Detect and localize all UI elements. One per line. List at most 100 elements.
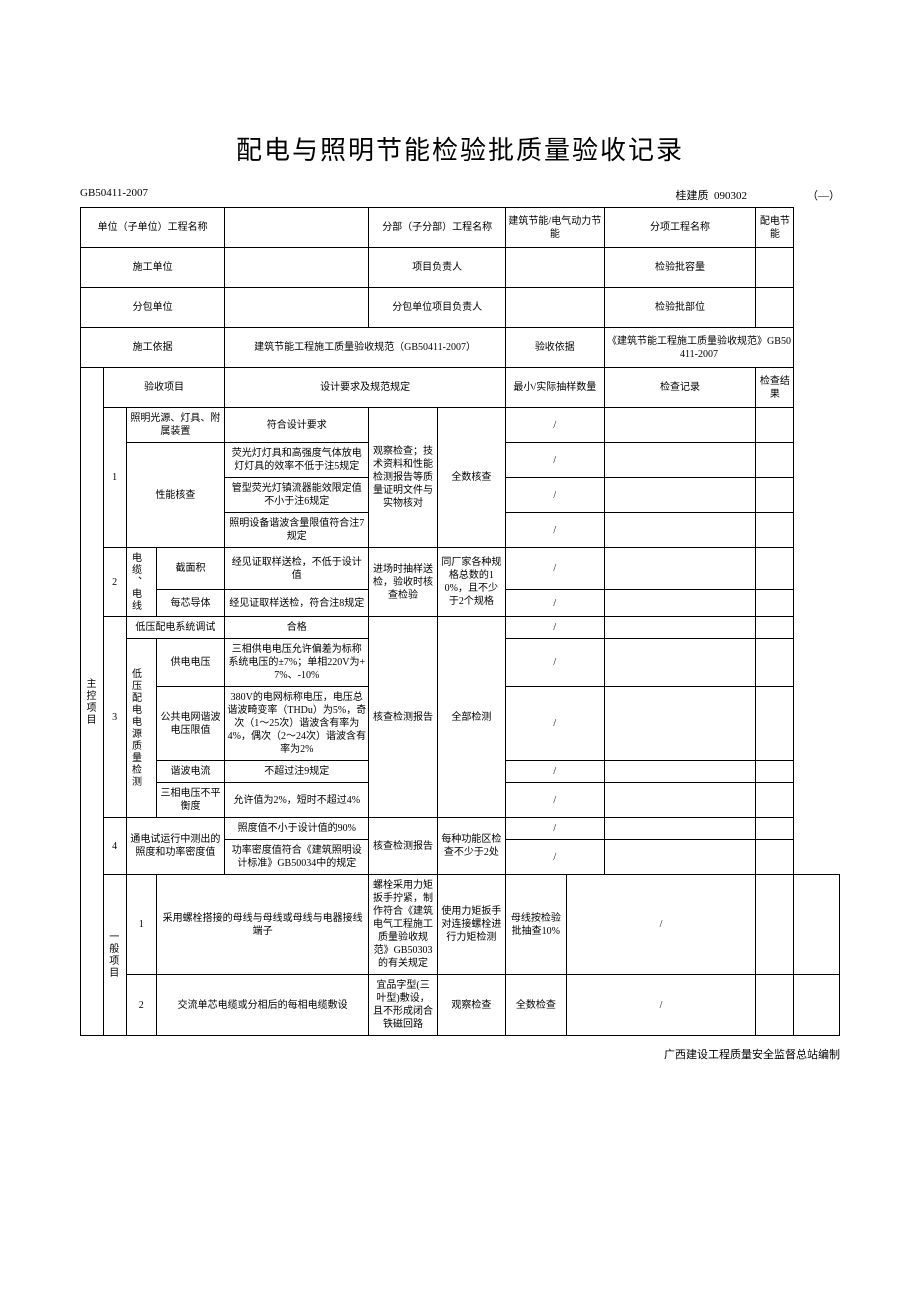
form-code-label: 桂建质 [676, 190, 709, 202]
hdr-subitem-label: 分项工程名称 [604, 208, 756, 248]
row-record [604, 590, 756, 617]
hdr-batch-loc-label: 检验批部位 [604, 288, 756, 328]
row-num: 3 [103, 617, 126, 818]
row-sample: 每种功能区检查不少于2处 [437, 818, 505, 875]
row-result [794, 875, 840, 975]
hdr-accept-basis-label: 验收依据 [505, 328, 604, 368]
footer-text: 广西建设工程质量安全监督总站编制 [60, 1046, 840, 1062]
row-item: 供电电压 [156, 639, 224, 687]
row-slash: / [505, 687, 604, 761]
row-slash: / [566, 875, 756, 975]
row-item: 截面积 [156, 548, 224, 590]
row-record [604, 783, 756, 818]
row-item: 通电试运行中测出的照度和功率密度值 [126, 818, 225, 875]
row-method: 进场时抽样送检，验收时核查检验 [369, 548, 437, 617]
row-req: 经见证取样送检，符合注8规定 [225, 590, 369, 617]
row-slash: / [505, 590, 604, 617]
hdr-sub-pm-val [505, 288, 604, 328]
row-slash: / [505, 478, 604, 513]
row-record [756, 875, 794, 975]
hdr-subcontractor-val [225, 288, 369, 328]
row-grp: 低压配电电源质量检测 [126, 639, 156, 818]
row-slash: / [505, 443, 604, 478]
row-slash: / [505, 783, 604, 818]
row-req: 三相供电电压允许偏差为标称系统电压的±7%；单相220V为+7%、-10% [225, 639, 369, 687]
col-check-result: 检查结果 [756, 368, 794, 408]
hdr-batch-loc-val [756, 288, 794, 328]
row-item: 公共电网谐波电压限值 [156, 687, 224, 761]
row-result [794, 975, 840, 1036]
row-item: 性能核查 [126, 443, 225, 548]
row-result [756, 548, 794, 590]
row-record [604, 840, 756, 875]
form-code: 090302 [714, 190, 747, 202]
row-record [604, 548, 756, 590]
row-result [756, 783, 794, 818]
row-result [756, 761, 794, 783]
hdr-batch-capacity-val [756, 248, 794, 288]
row-req: 符合设计要求 [225, 408, 369, 443]
row-slash: / [505, 548, 604, 590]
general-section-label: 一般项目 [103, 875, 126, 1036]
standard-code: GB50411-2007 [80, 187, 148, 203]
row-method: 使用力矩扳手对连接螺栓进行力矩检测 [437, 875, 505, 975]
main-table: 单位（子单位）工程名称 分部（子分部）工程名称 建筑节能/电气动力节能 分项工程… [80, 207, 840, 1036]
hdr-basis-val: 建筑节能工程施工质量验收规范（GB50411-2007） [225, 328, 506, 368]
row-num: 2 [103, 548, 126, 617]
hdr-subitem-val: 配电节能 [756, 208, 794, 248]
row-req: 照明设备谐波含量限值符合注7规定 [225, 513, 369, 548]
top-info-row: GB50411-2007 桂建质 090302 （—） [80, 187, 840, 203]
row-req: 螺栓采用力矩扳手拧紧，制作符合《建筑电气工程施工质量验收规范》GB50303的有… [369, 875, 437, 975]
row-record [604, 443, 756, 478]
row-result [756, 408, 794, 443]
row-result [756, 478, 794, 513]
row-slash: / [505, 513, 604, 548]
row-num: 1 [103, 408, 126, 548]
row-result [756, 617, 794, 639]
row-num: 1 [126, 875, 156, 975]
row-req: 不超过注9规定 [225, 761, 369, 783]
row-num: 2 [126, 975, 156, 1036]
hdr-constructor-val [225, 248, 369, 288]
row-req: 荧光灯灯具和高强度气体放电灯灯具的效率不低于注5规定 [225, 443, 369, 478]
hdr-unit-name-label: 单位（子单位）工程名称 [81, 208, 225, 248]
row-record [604, 639, 756, 687]
col-check-record: 检查记录 [604, 368, 756, 408]
row-slash: / [505, 617, 604, 639]
hdr-accept-basis-val: 《建筑节能工程施工质量验收规范》GB50411-2007 [604, 328, 794, 368]
row-method: 核查检测报告 [369, 818, 437, 875]
hdr-batch-capacity-label: 检验批容量 [604, 248, 756, 288]
row-item: 采用螺栓搭接的母线与母线或母线与电器接线端子 [156, 875, 369, 975]
row-slash: / [505, 639, 604, 687]
row-record [604, 617, 756, 639]
row-req: 照度值不小于设计值的90% [225, 818, 369, 840]
row-result [756, 687, 794, 761]
row-record [604, 761, 756, 783]
hdr-sub-pm-label: 分包单位项目负责人 [369, 288, 506, 328]
row-slash: / [505, 408, 604, 443]
hdr-subsection-label: 分部（子分部）工程名称 [369, 208, 506, 248]
main-section-label: 主控项目 [81, 368, 104, 1036]
row-req: 功率密度值符合《建筑照明设计标准》GB50034中的规定 [225, 840, 369, 875]
row-method: 观察检查 [437, 975, 505, 1036]
row-item: 照明光源、灯具、附属装置 [126, 408, 225, 443]
row-req: 允许值为2%，短时不超过4% [225, 783, 369, 818]
row-record [604, 513, 756, 548]
row-result [756, 840, 794, 875]
row-sample: 全数检查 [505, 975, 566, 1036]
row-record [604, 408, 756, 443]
page-title: 配电与照明节能检验批质量验收记录 [60, 130, 860, 167]
row-req: 380V的电网标称电压，电压总谐波畸变率（THDu）为5%，奇次（1～25次）谐… [225, 687, 369, 761]
page-indicator: （—） [807, 187, 840, 203]
row-record [604, 687, 756, 761]
col-sample-qty: 最小/实际抽样数量 [505, 368, 604, 408]
hdr-constructor-label: 施工单位 [81, 248, 225, 288]
row-item: 交流单芯电缆或分相后的每相电缆敷设 [156, 975, 369, 1036]
row-method: 核查检测报告 [369, 617, 437, 818]
row-sample: 同厂家各种规格总数的10%，且不少于2个规格 [437, 548, 505, 617]
row-num: 4 [103, 818, 126, 875]
row-record [604, 478, 756, 513]
hdr-subcontractor-label: 分包单位 [81, 288, 225, 328]
row-req: 宜品字型(三叶型)敷设，且不形成闭合铁磁回路 [369, 975, 437, 1036]
row-result [756, 513, 794, 548]
